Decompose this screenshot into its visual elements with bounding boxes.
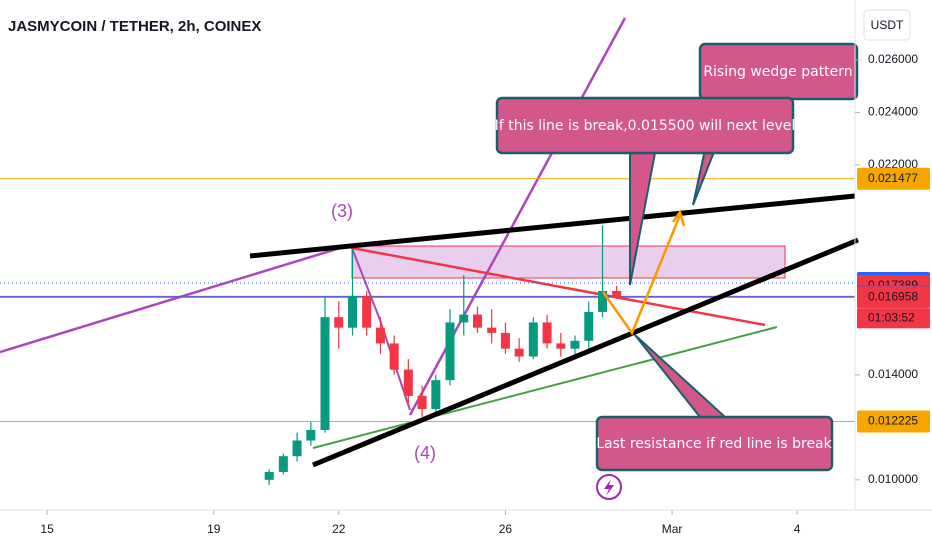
candle-body <box>556 343 566 349</box>
callout <box>595 415 834 472</box>
event-icon-bolt <box>604 479 614 496</box>
candle-body <box>375 327 385 344</box>
range-box <box>351 245 786 279</box>
trend-line <box>351 246 766 327</box>
candle-body <box>598 290 607 312</box>
candle-body <box>292 440 302 457</box>
candle-body <box>306 429 316 441</box>
x-tick-label: 22 <box>332 522 346 536</box>
candle-body <box>334 317 344 328</box>
candle-body <box>542 322 552 344</box>
callout-text: Rising wedge pattern <box>703 64 852 80</box>
candle-body <box>514 348 524 357</box>
candle-body <box>417 395 427 409</box>
candle-body <box>445 322 455 381</box>
trend-line <box>312 326 778 449</box>
chart-title: JASMYCOIN / TETHER, 2h, COINEX <box>8 18 261 35</box>
callout-text: Last resistance if red line is break <box>596 436 832 452</box>
currency-box[interactable] <box>863 9 911 41</box>
candle-body <box>348 296 357 328</box>
price-label: 0.016958 <box>868 289 918 303</box>
plot-area <box>0 17 855 449</box>
countdown: 01:03:52 <box>868 310 915 324</box>
candle-body <box>403 369 413 396</box>
x-tick-label: 15 <box>40 522 54 536</box>
x-tick-label: Mar <box>662 522 683 536</box>
candle-body <box>473 314 482 328</box>
callout <box>495 96 795 155</box>
countdown-box <box>857 308 930 329</box>
candle-body <box>278 456 288 472</box>
y-tick-label: 0.022000 <box>868 157 918 171</box>
candle-body <box>459 314 469 323</box>
candle-body <box>528 322 538 357</box>
callout-pointer <box>634 334 726 418</box>
y-tick-label: 0.010000 <box>868 472 918 486</box>
candle-body <box>389 343 399 370</box>
callout-pointer <box>629 152 656 286</box>
wedge-bottom <box>312 237 859 468</box>
price-label-box <box>857 410 930 433</box>
price-label-box <box>857 286 930 309</box>
x-tick-label: 19 <box>207 522 221 536</box>
candle-body <box>487 327 497 333</box>
candle-body <box>570 340 580 349</box>
candle-body <box>584 311 594 341</box>
callout-text: If this line is break,0.015500 will next… <box>495 118 796 134</box>
projection-path <box>601 214 682 336</box>
candle-body <box>264 471 274 480</box>
wave-label: (3) <box>331 201 353 221</box>
overlay: (3) (4) Rising wedge pattern If this lin… <box>249 42 859 500</box>
y-tick-label: 0.024000 <box>868 105 918 119</box>
trend-line <box>0 246 341 354</box>
price-label: 0.021477 <box>868 171 918 185</box>
candle-body <box>431 380 441 409</box>
price-label-box <box>857 167 930 190</box>
candle-body <box>500 332 510 349</box>
arrow-head <box>671 209 686 227</box>
axes: 0.010000 0.014000 0.022000 0.024000 0.026000… <box>40 52 930 536</box>
wave-label: (4) <box>414 443 436 463</box>
candle-body <box>612 290 622 298</box>
candles <box>264 225 622 486</box>
x-tick-label: 4 <box>794 522 801 536</box>
y-tick-label: 0.014000 <box>868 367 918 381</box>
price-label: 0.012225 <box>868 414 918 428</box>
y-tick-label: 0.026000 <box>868 52 918 66</box>
wedge-top <box>249 193 856 259</box>
candle-body <box>362 296 372 328</box>
candle-body <box>320 317 330 430</box>
x-tick-label: 26 <box>499 522 513 536</box>
currency: USDT <box>871 18 904 32</box>
